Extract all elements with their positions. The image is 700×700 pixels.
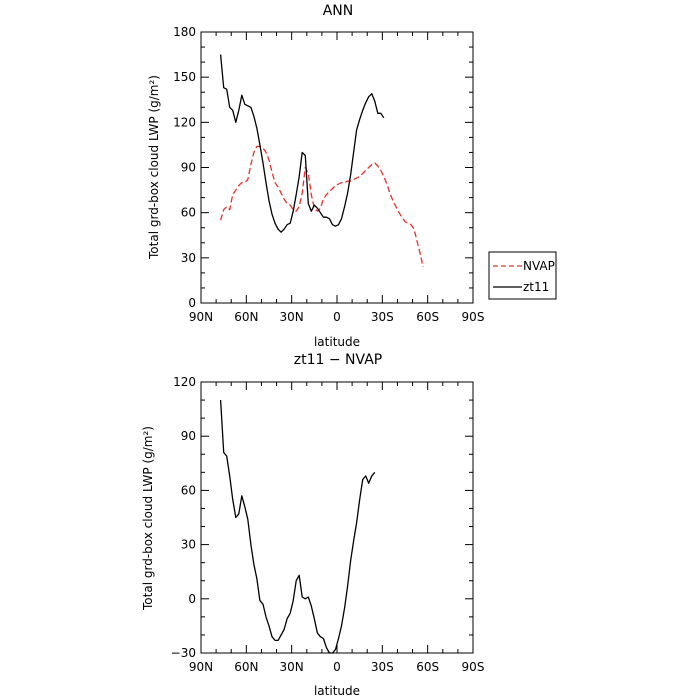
panel-2-ytick-label: 90 [181, 429, 196, 443]
panel-2-ylabel: Total grd-box cloud LWP (g/m²) [141, 426, 155, 611]
panel-2-frame [200, 381, 474, 654]
panel-diff: zt11 − NVAP Total grd-box cloud LWP (g/m… [141, 352, 484, 698]
panel-1-xtick-label: 60N [234, 310, 258, 324]
panel-1-ytick-label: 90 [181, 161, 196, 175]
panel-1-ytick-label: 180 [173, 25, 196, 39]
panel-1-ytick-label: 30 [181, 251, 196, 265]
panel-2-xtick-label: 0 [333, 660, 341, 674]
panel-1-xtick-label: 90N [189, 310, 213, 324]
panel-1-ytick-label: 0 [188, 296, 196, 310]
panel-2-xtick-label: 30S [371, 660, 394, 674]
panel-2-xtick-label: 60S [416, 660, 439, 674]
panel-1-frame [200, 31, 474, 304]
panel-1-series-nvap-line [219, 145, 424, 268]
panel-1-xtick-label: 0 [333, 310, 341, 324]
panel-1-xtick-label: 30N [280, 310, 304, 324]
panel-1-xtick-label: 60S [416, 310, 439, 324]
panel-2-xtick-label: 60N [234, 660, 258, 674]
panel-1-ytick-label: 60 [181, 206, 196, 220]
panel-2-ytick-label: −30 [171, 646, 196, 660]
panel-1-ticks: 90N 60N 30N 0 30S 60S 90S 0 30 60 90 120 150 180 [173, 25, 484, 324]
panel-1-ylabel: Total grd-box cloud LWP (g/m²) [147, 75, 161, 260]
panel-2-xtick-label: 30N [280, 660, 304, 674]
panel-2-ytick-label: 60 [181, 483, 196, 497]
panel-2-title: zt11 − NVAP [294, 352, 382, 368]
panel-2-ytick-label: 0 [188, 592, 196, 606]
panel-1-lines [219, 54, 424, 268]
panel-2-lines [219, 400, 376, 654]
panel-2-ticks: 90N 60N 30N 0 30S 60S 90S −30 0 30 60 90 120 [171, 375, 485, 674]
panel-2-ytick-label: 120 [173, 375, 196, 389]
legend: NVAP zt11 [488, 251, 557, 300]
panel-1-xlabel: latitude [314, 335, 360, 349]
panel-2-xtick-label: 90N [189, 660, 213, 674]
panel-1-xtick-label: 30S [371, 310, 394, 324]
panel-2-series-diff-line [219, 400, 376, 654]
panel-1-ytick-label: 150 [173, 70, 196, 84]
legend-box [488, 251, 557, 300]
panel-2-xtick-label: 90S [462, 660, 485, 674]
panel-1-series-zt11-line [219, 54, 385, 233]
legend-label-zt11: zt11 [523, 280, 549, 294]
panel-1-title: ANN [323, 3, 354, 19]
panel-2-xlabel: latitude [314, 684, 360, 698]
panel-ann: ANN Total grd-box cloud LWP (g/m²) latit… [147, 3, 557, 349]
panel-2-ytick-label: 30 [181, 538, 196, 552]
legend-label-nvap: NVAP [523, 259, 555, 273]
panel-1-ytick-label: 120 [173, 115, 196, 129]
panel-1-xtick-label: 90S [462, 310, 485, 324]
